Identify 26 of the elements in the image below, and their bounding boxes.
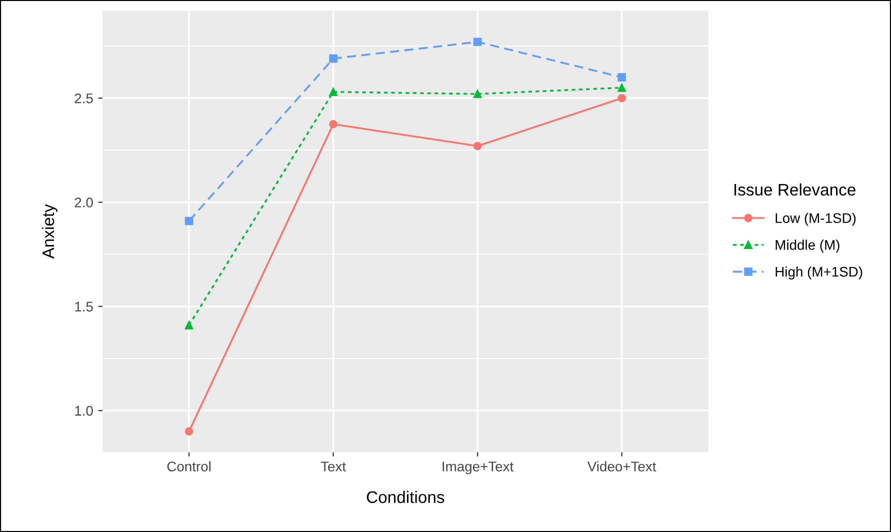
point [329, 54, 338, 63]
point [618, 84, 626, 92]
y-tick-label: 1.5 [75, 302, 93, 312]
point [618, 73, 626, 82]
x-tick-label: Image+Text [442, 462, 514, 474]
point [329, 88, 338, 96]
x-tick-label: Video+Text [587, 461, 656, 472]
point [184, 320, 194, 330]
y-tick-label: 1.0 [75, 406, 93, 416]
y-axis-title: Anxiety [42, 204, 58, 259]
point [329, 120, 338, 128]
y-tick-label: 2.0 [74, 198, 93, 208]
x-tick-label: Text [320, 462, 346, 472]
point [184, 216, 194, 226]
legend-label: Low (M-1SD) [776, 212, 856, 226]
legend-label: High (M+1SD) [776, 266, 862, 280]
point [618, 94, 626, 102]
point [473, 142, 482, 150]
y-tick-label: 2.5 [74, 93, 93, 104]
x-tick-label: Control [167, 461, 210, 472]
x-axis-title: Conditions [366, 490, 444, 504]
point [473, 90, 482, 98]
point [473, 38, 482, 46]
point [184, 427, 194, 436]
legend-title: Issue Relevance [734, 183, 856, 196]
legend-label: Middle (M) [776, 240, 840, 253]
